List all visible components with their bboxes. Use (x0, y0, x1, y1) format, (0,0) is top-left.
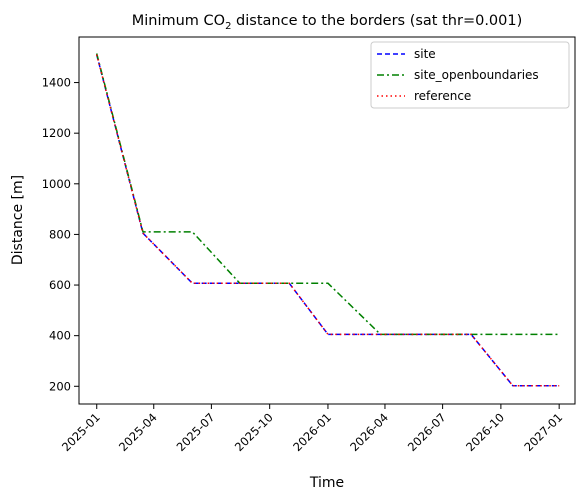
y-tick-label-1: 400 (49, 329, 71, 343)
y-tick-label-2: 600 (49, 278, 71, 292)
y-tick-label-6: 1400 (42, 76, 71, 90)
legend: site site_openboundaries reference (370, 41, 570, 109)
x-tick-label-5: 2026-04 (347, 410, 391, 454)
x-tick-label-7: 2026-10 (463, 410, 507, 454)
plot-frame (78, 36, 576, 405)
legend-box (370, 41, 570, 109)
x-tick-label-3: 2025-10 (232, 410, 276, 454)
series-line-site (95, 54, 560, 387)
y-tick-label-0: 200 (49, 379, 71, 393)
x-tick-label-6: 2026-07 (405, 410, 449, 454)
legend-label-site: site (414, 47, 436, 61)
y-tick-label-3: 800 (49, 227, 71, 241)
legend-label-site-openboundaries: site_openboundaries (414, 68, 539, 82)
x-tick-label-0: 2025-01 (59, 410, 103, 454)
chart-title: Minimum CO2 distance to the borders (sat… (132, 13, 523, 32)
series-line-reference (95, 54, 560, 387)
x-tick-label-2: 2025-07 (174, 410, 218, 454)
title-main: Minimum CO (132, 13, 225, 29)
title-subscript: 2 (225, 21, 231, 32)
legend-label-reference: reference (414, 89, 471, 103)
x-axis-label: Time (309, 475, 344, 491)
y-axis-label: Distance [m] (10, 175, 26, 265)
x-tick-label-1: 2025-04 (116, 410, 160, 454)
y-tick-label-4: 1000 (42, 177, 71, 191)
x-tick-label-8: 2027-01 (521, 410, 565, 454)
y-tick-label-5: 1200 (42, 126, 71, 140)
title-rest: distance to the borders (sat thr=0.001) (231, 13, 522, 29)
x-tick-label-4: 2026-01 (290, 410, 334, 454)
